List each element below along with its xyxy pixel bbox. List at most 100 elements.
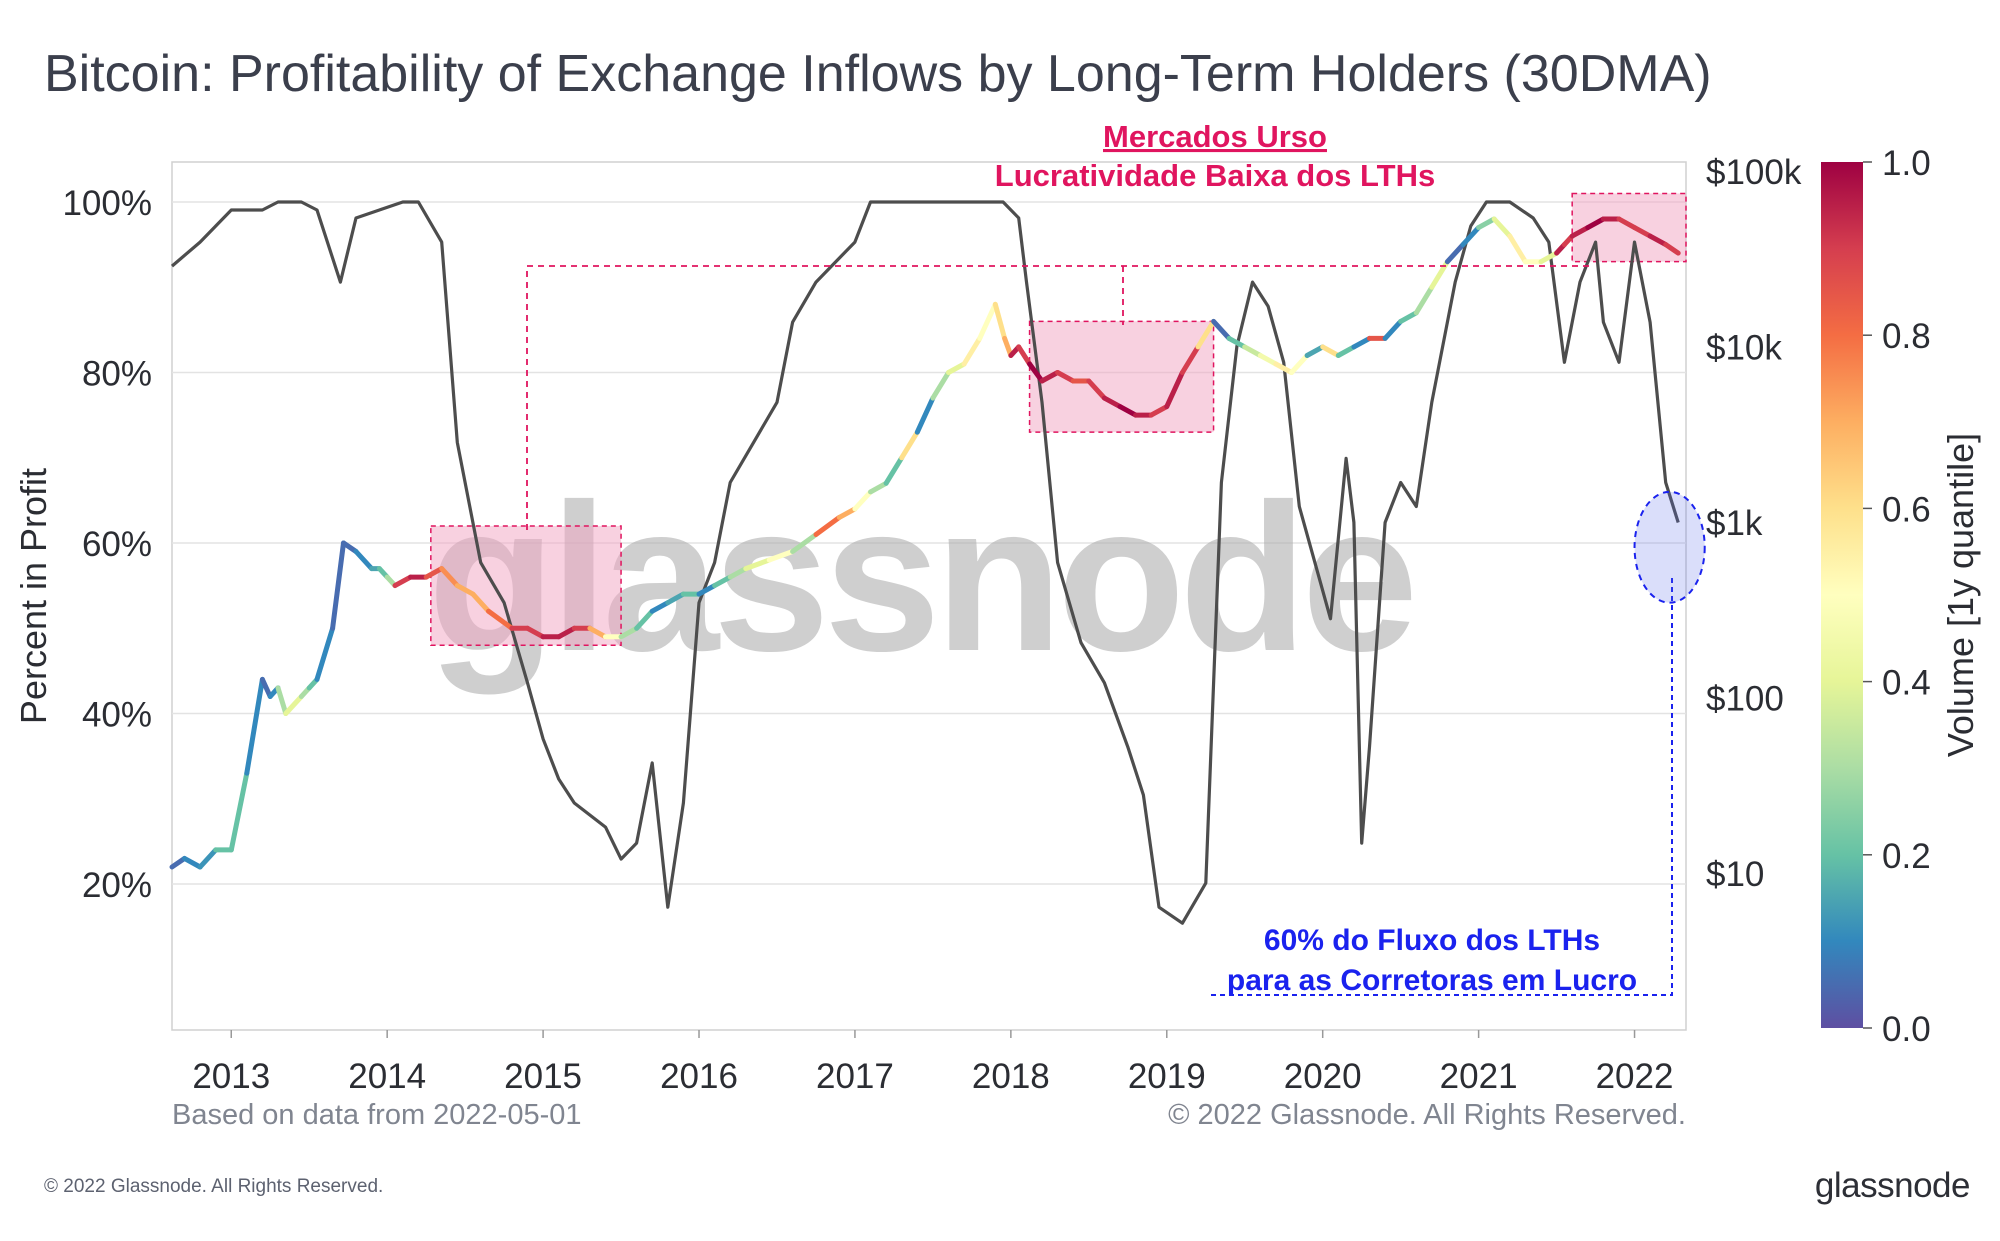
profit-segment: [930, 370, 951, 401]
profit-segment: [341, 540, 359, 554]
profit-segment: [1055, 370, 1076, 384]
y-tick-label: 40%: [82, 696, 152, 735]
y-tick-label: 20%: [82, 866, 152, 905]
y-tick-label: 100%: [62, 184, 152, 223]
profit-segment: [1413, 284, 1435, 316]
x-axis-ticks: 2013 2014 2015 2016 2017 2018 2019 2020 2021 2022: [192, 1030, 1673, 1096]
colorbar-label: Volume [1y quantile]: [1940, 433, 1981, 757]
profit-segment: [197, 847, 219, 870]
x-tick-label: 2017: [816, 1057, 894, 1096]
profit-segment: [283, 694, 304, 716]
profit-segment: [1101, 395, 1123, 410]
profit-segment: [1273, 361, 1294, 375]
colorbar-tick-label: 0.8: [1882, 317, 1931, 356]
profit-segment: [423, 566, 445, 580]
profit-segment: [228, 770, 250, 853]
profit-segment: [868, 480, 889, 495]
right-tick-label: $100k: [1706, 153, 1802, 192]
profit-segment: [977, 301, 998, 341]
profit-segment: [852, 489, 873, 512]
profit-segment: [525, 625, 546, 640]
profit-segment: [392, 574, 414, 589]
annotation-low-profitability: Lucratividade Baixa dos LTHs: [995, 158, 1435, 193]
profit-segment: [314, 625, 336, 682]
y-tick-label: 60%: [82, 525, 152, 564]
profit-segment: [727, 566, 749, 580]
profit-segment: [1444, 242, 1466, 265]
profit-segment: [275, 685, 289, 716]
profit-segment: [665, 591, 686, 606]
profit-segment: [696, 583, 718, 597]
profit-segment: [813, 514, 842, 537]
annotation-connectors: [526, 265, 1590, 530]
profit-segment: [946, 361, 967, 375]
footer-brand-logo: glassnode: [1814, 1166, 1971, 1205]
profit-segment: [1398, 310, 1419, 324]
profit-segment: [961, 335, 983, 367]
highlight-box: [1028, 320, 1215, 433]
x-tick-label: 2022: [1596, 1057, 1674, 1096]
profit-segment: [1027, 361, 1045, 384]
profit-segment: [1226, 335, 1248, 350]
plot-area: [171, 161, 1687, 1031]
y-tick-label: 80%: [82, 355, 152, 394]
profit-segment: [1663, 242, 1681, 256]
profit-segment: [1242, 344, 1263, 358]
profit-segment: [556, 625, 577, 640]
colorbar: [1821, 162, 1863, 1028]
profit-segment: [1016, 344, 1033, 367]
profit-segment: [1320, 344, 1341, 358]
right-tick-label: $100: [1706, 680, 1784, 719]
colorbar-tick-label: 0.0: [1882, 1010, 1931, 1049]
profit-segment: [169, 855, 187, 870]
profit-segment: [1460, 225, 1482, 248]
profit-segment: [1351, 335, 1372, 350]
profit-segment: [244, 676, 265, 776]
profit-segment: [353, 549, 375, 572]
colorbar-tick-label: 0.4: [1882, 664, 1931, 703]
profit-segment: [743, 557, 772, 572]
copyright-note: © 2022 Glassnode. All Rights Reserved.: [1168, 1099, 1686, 1131]
right-axis-ticks: $10 $100 $1k $10k $100k: [1706, 153, 1802, 894]
profit-segment: [1117, 404, 1139, 418]
x-tick-label: 2021: [1440, 1057, 1518, 1096]
profit-segment: [1632, 225, 1653, 239]
profit-segment: [1476, 216, 1497, 231]
profit-segment: [836, 506, 858, 520]
profit-segment: [259, 676, 273, 699]
profit-segment: [618, 625, 640, 640]
y-axis-label: Percent in Profit: [13, 468, 54, 724]
profit-segment: [182, 855, 203, 870]
profit-segment: [712, 574, 733, 589]
profit-segment: [587, 625, 608, 640]
profit-segment: [1382, 318, 1404, 341]
profit-segment: [1257, 353, 1279, 367]
profit-segment: [914, 395, 936, 435]
profit-segment: [470, 591, 491, 614]
right-tick-label: $1k: [1706, 504, 1763, 543]
profit-segment: [330, 540, 346, 631]
profit-segment: [1335, 344, 1357, 358]
colorbar-tick-label: 1.0: [1882, 144, 1931, 183]
colorbar-ticks: 0.0 0.2 0.4 0.6 0.8 1.0: [1863, 144, 1931, 1049]
x-tick-label: 2015: [504, 1057, 582, 1096]
profit-segment: [1039, 370, 1061, 384]
connector-pink: [526, 265, 1590, 530]
annotation-bear-markets: Mercados Urso: [1103, 119, 1327, 154]
profit-segment: [1195, 318, 1217, 350]
x-tick-label: 2019: [1128, 1057, 1206, 1096]
chart-title: Bitcoin: Profitability of Exchange Inflo…: [44, 45, 1712, 103]
x-tick-label: 2018: [972, 1057, 1050, 1096]
profit-segment: [1164, 370, 1185, 410]
profit-segment: [1538, 250, 1560, 265]
x-tick-label: 2014: [348, 1057, 426, 1096]
data-date-note: Based on data from 2022-05-01: [172, 1099, 582, 1131]
footer-copyright: © 2022 Glassnode. All Rights Reserved.: [44, 1176, 384, 1197]
y-axis-ticks: 20% 40% 60% 80% 100%: [62, 184, 152, 905]
highlight-ellipse: [1633, 490, 1706, 604]
profit-segment: [1148, 404, 1170, 418]
right-tick-label: $10: [1706, 855, 1764, 894]
profit-segment: [790, 532, 819, 554]
profit-segment: [486, 608, 515, 631]
